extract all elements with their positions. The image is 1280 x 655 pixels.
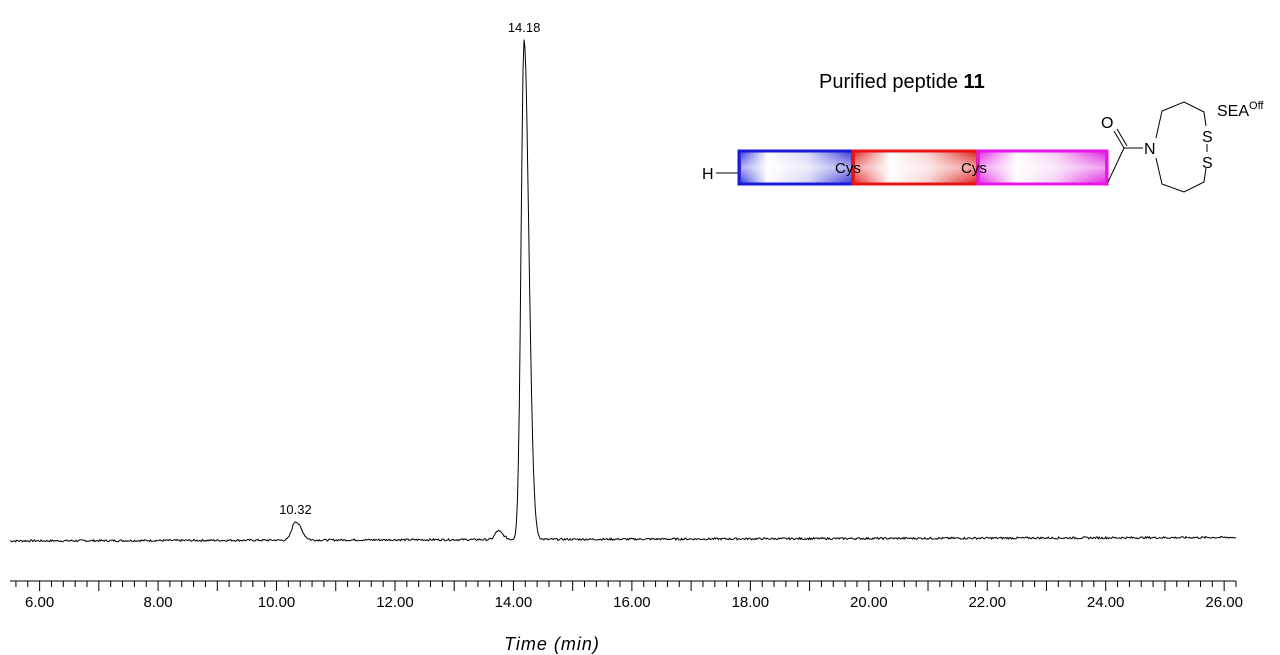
cys-label-2: Cys bbox=[961, 160, 987, 177]
chromatogram-trace bbox=[9, 39, 1237, 543]
cys-label-1: Cys bbox=[835, 160, 861, 177]
x-tick-label: 20.00 bbox=[850, 594, 888, 611]
sulfur-2: S bbox=[1202, 155, 1213, 172]
x-tick-label: 14.00 bbox=[495, 594, 533, 611]
amide-nitrogen: N bbox=[1144, 141, 1156, 158]
sea-superscript: Off bbox=[1249, 100, 1264, 112]
chart-title: Purified peptide 11 bbox=[819, 71, 985, 93]
sulfur-1: S bbox=[1202, 129, 1213, 146]
x-tick-label: 12.00 bbox=[376, 594, 414, 611]
segment-blue-sheen bbox=[741, 153, 851, 182]
x-tick-label: 24.00 bbox=[1087, 594, 1125, 611]
carbonyl-bond-2 bbox=[1116, 128, 1128, 147]
x-axis-tick-labels: 6.00 8.00 10.00 12.00 14.00 16.00 18.00 20.00 22… bbox=[25, 594, 1243, 611]
carbonyl-oxygen: O bbox=[1101, 115, 1113, 132]
x-axis-ticks bbox=[15, 581, 1237, 591]
sea-off-label: SEAOff bbox=[1217, 100, 1264, 120]
carbonyl-bond bbox=[1113, 130, 1125, 149]
x-tick-label: 22.00 bbox=[968, 594, 1006, 611]
n-terminus-label: H bbox=[702, 166, 714, 183]
x-axis-label: Time (min) bbox=[504, 634, 600, 654]
chart-title-bold: 11 bbox=[964, 71, 985, 93]
x-tick-label: 26.00 bbox=[1205, 594, 1243, 611]
peak-label: 10.32 bbox=[279, 502, 312, 517]
sea-label: SEA bbox=[1217, 103, 1249, 120]
x-tick-label: 8.00 bbox=[143, 594, 172, 611]
peak-labels: 10.32 14.18 bbox=[279, 20, 540, 517]
x-tick-label: 16.00 bbox=[613, 594, 651, 611]
chart-title-plain: Purified peptide bbox=[819, 71, 964, 93]
acyl-bond bbox=[1107, 147, 1125, 183]
x-tick-label: 6.00 bbox=[25, 594, 54, 611]
segment-red-sheen bbox=[855, 153, 976, 182]
x-tick-label: 10.00 bbox=[258, 594, 296, 611]
x-tick-label: 18.00 bbox=[732, 594, 770, 611]
ring-upper bbox=[1155, 101, 1207, 139]
segment-magenta-sheen bbox=[980, 153, 1105, 182]
peak-label: 14.18 bbox=[508, 20, 541, 35]
ring-lower bbox=[1155, 157, 1207, 193]
peptide-diagram: H Cys Cys O N S S SEAOff bbox=[702, 100, 1264, 193]
